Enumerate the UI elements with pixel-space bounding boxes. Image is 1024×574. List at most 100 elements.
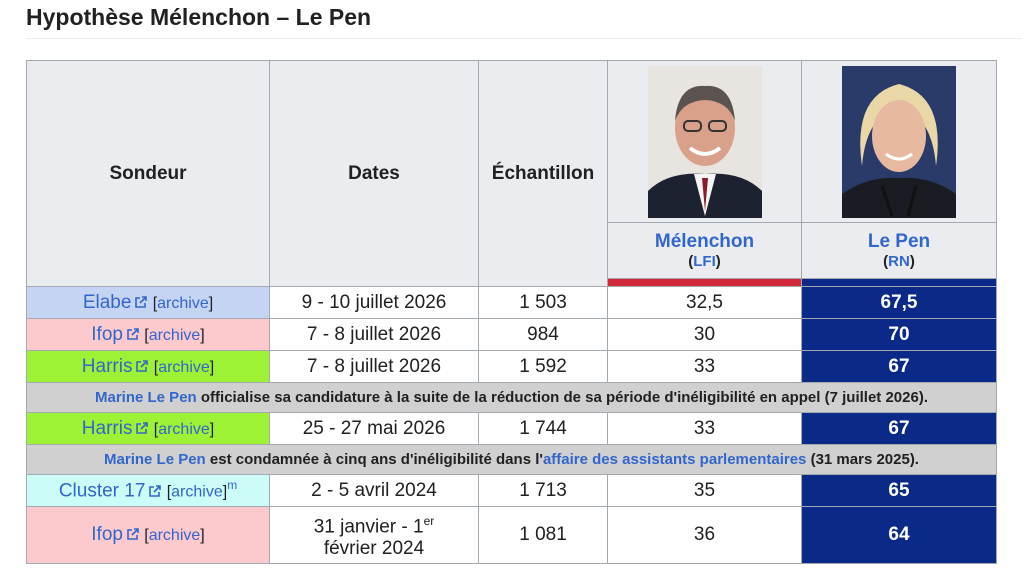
external-link-icon — [135, 295, 148, 308]
text: officialise sa candidature à la suite de… — [196, 389, 928, 406]
banner-row: Marine Le Pen est condamnée à cinq ans d… — [26, 444, 997, 475]
melenchon-cell: 36 — [607, 506, 802, 564]
archive-link[interactable]: archive — [171, 483, 223, 501]
archive: [archive] — [153, 295, 213, 312]
portrait — [647, 65, 762, 218]
archive: [archive] — [154, 421, 214, 438]
bracket: [ — [144, 326, 149, 344]
pollster-link[interactable]: Ifop — [91, 524, 123, 545]
melenchon-cell: 33 — [607, 412, 802, 445]
header-cell: Sondeur — [26, 60, 270, 287]
lepen-cell: 64 — [801, 506, 997, 564]
dates: 25 - 27 mai 2026 — [302, 417, 446, 439]
dates-cell: 9 - 10 juillet 2026 — [269, 286, 479, 319]
bracket: ) — [715, 253, 721, 270]
dates: février 2024 — [323, 538, 425, 560]
bracket: ] — [222, 483, 228, 501]
lepen-cell: 67,5 — [801, 286, 997, 319]
dates-cell: 7 - 8 juillet 2026 — [269, 318, 479, 351]
portrait-cell — [607, 60, 802, 223]
lepen-cell: 67 — [801, 412, 997, 445]
link[interactable]: affaire des assistants parlementaires — [542, 451, 807, 468]
bracket: [ — [153, 420, 159, 438]
party-link[interactable]: LFI — [693, 253, 716, 270]
bracket: [ — [144, 527, 149, 544]
pollster-cell: Ifop [archive] — [26, 318, 270, 351]
header-cell: Échantillon — [478, 60, 608, 287]
text: est condamnée à cinq ans d'inéligibilité… — [205, 451, 543, 468]
header-cell: Dates — [269, 60, 479, 287]
candidate-cell: Le Pen (RN) — [801, 222, 997, 279]
candidate-name[interactable]: Mélenchon — [654, 231, 755, 252]
bracket: ] — [200, 527, 205, 544]
text: (31 mars 2025). — [806, 451, 919, 468]
footnote[interactable]: m — [227, 478, 238, 493]
sample-cell: 1 713 — [478, 474, 608, 507]
lepen-cell: 67 — [801, 350, 997, 383]
archive-link[interactable]: archive — [148, 527, 201, 544]
archive-link[interactable]: archive — [148, 326, 201, 344]
bracket: ] — [209, 420, 215, 438]
pollster-link[interactable]: Elabe — [82, 291, 132, 313]
poll-row: Cluster 17 [archive]m 2 - 5 avril 2024 1 7… — [26, 474, 997, 507]
banner-row: Marine Le Pen officialise sa candidature… — [26, 382, 997, 413]
poll-row: Ifop [archive] 31 janvier - 1er février 20… — [26, 506, 997, 564]
page-title: Hypothèse Mélenchon – Le Pen — [26, 4, 372, 30]
melenchon-cell: 33 — [607, 350, 802, 383]
melenchon-cell: 32,5 — [607, 286, 802, 319]
bracket: ] — [208, 294, 214, 312]
bracket: ( — [883, 253, 889, 270]
bracket: ] — [200, 326, 205, 344]
sample-cell: 1 081 — [478, 506, 608, 564]
dates: 2 - 5 avril 2024 — [311, 479, 437, 501]
sample-cell: 1 592 — [478, 350, 608, 383]
party-link[interactable]: RN — [888, 253, 910, 270]
bracket: ( — [688, 253, 694, 270]
dates-cell: 25 - 27 mai 2026 — [269, 412, 479, 445]
external-link-icon — [136, 421, 149, 434]
archive-link[interactable]: archive — [157, 294, 209, 312]
sample-cell: 984 — [478, 318, 608, 351]
candidate-cell: Mélenchon (LFI) — [607, 222, 802, 279]
lepen-cell: 65 — [801, 474, 997, 507]
lepen-cell: 70 — [801, 318, 997, 351]
melenchon-cell: 30 — [607, 318, 802, 351]
link[interactable]: Marine Le Pen — [95, 389, 197, 406]
bracket: [ — [152, 294, 158, 312]
archive-link[interactable]: archive — [158, 420, 210, 438]
external-link-icon — [136, 359, 149, 372]
bracket: [ — [153, 358, 159, 376]
poll-row: Harris [archive] 25 - 27 mai 2026 1 744 33 6… — [26, 412, 997, 445]
pollster-link[interactable]: Harris — [81, 355, 133, 377]
pollster-cell: Elabe [archive] — [26, 286, 270, 319]
pollster-cell: Harris [archive] — [26, 350, 270, 383]
banner-cell: Marine Le Pen est condamnée à cinq ans d… — [26, 444, 997, 475]
poll-row: Harris [archive] 7 - 8 juillet 2026 1 592 3… — [26, 350, 997, 383]
bracket: ) — [909, 253, 915, 270]
table-body: Elabe [archive] 9 - 10 juillet 2026 1 503 3… — [26, 286, 997, 564]
portrait-cell — [801, 60, 997, 223]
external-link-icon — [127, 528, 139, 540]
external-link-icon — [127, 327, 139, 340]
pollster-link[interactable]: Harris — [81, 417, 133, 439]
candidate-name[interactable]: Le Pen — [867, 231, 931, 252]
bracket: ] — [209, 358, 215, 376]
archive-link[interactable]: archive — [158, 358, 210, 376]
archive: [archive] — [167, 484, 227, 501]
poll-table: Sondeur Dates Échantillon Mélenchon (LFI)… — [26, 60, 997, 564]
archive: [archive] — [144, 327, 204, 344]
dates: 7 - 8 juillet 2026 — [306, 355, 442, 377]
pollster-cell: Harris [archive] — [26, 412, 270, 445]
party-color-bar — [801, 278, 997, 287]
pollster-link[interactable]: Ifop — [91, 323, 123, 345]
poll-row: Elabe [archive] 9 - 10 juillet 2026 1 503 3… — [26, 286, 997, 319]
dates-cell: 31 janvier - 1er février 2024 — [269, 506, 479, 564]
melenchon-cell: 35 — [607, 474, 802, 507]
sample-cell: 1 503 — [478, 286, 608, 319]
dates: 9 - 10 juillet 2026 — [301, 291, 447, 313]
link[interactable]: Marine Le Pen — [104, 451, 206, 468]
portrait — [842, 65, 956, 218]
pollster-link[interactable]: Cluster 17 — [58, 480, 146, 502]
archive: [archive] — [154, 359, 214, 376]
